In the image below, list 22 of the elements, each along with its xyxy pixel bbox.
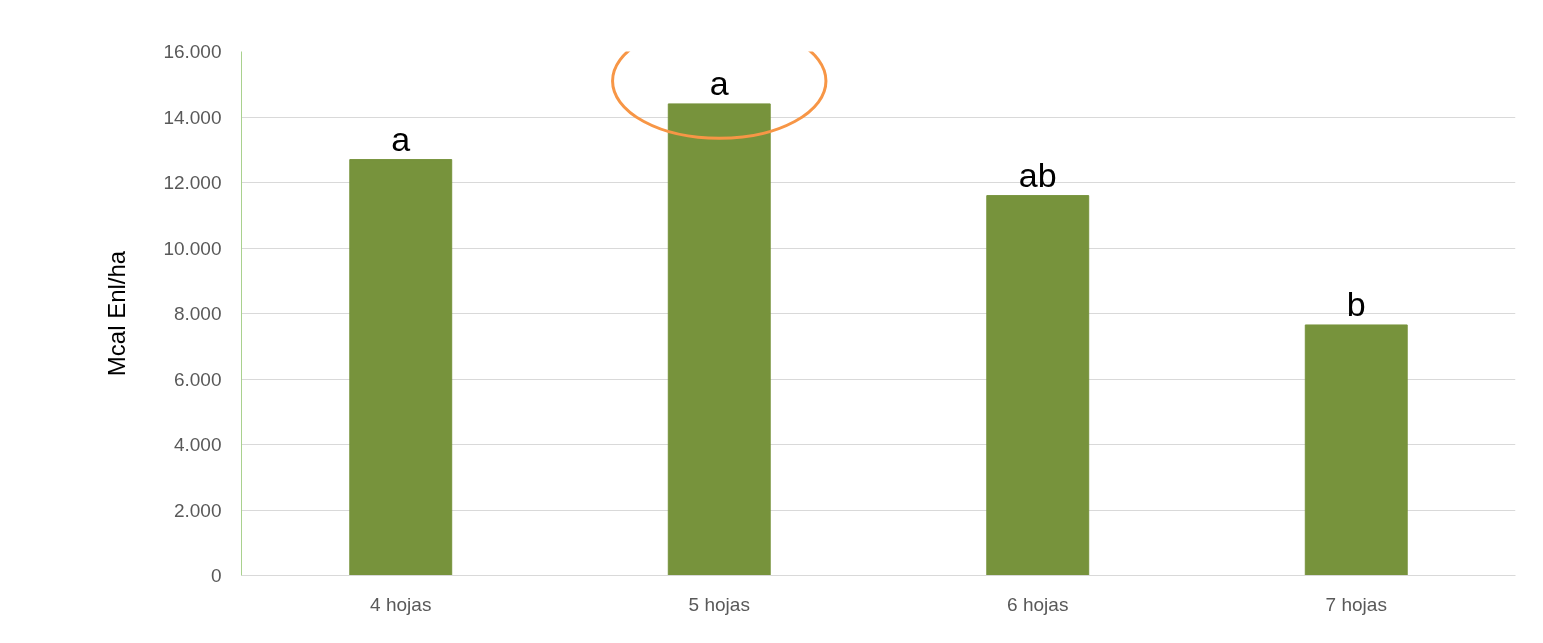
y-tick-label: 4.000: [173, 434, 222, 455]
x-tick-label: 4 hojas: [370, 593, 432, 615]
y-tick-label: 2.000: [173, 499, 222, 521]
y-tick-label: 10.000: [163, 237, 222, 259]
bar: [349, 159, 453, 576]
x-tick-label: 7 hojas: [1325, 593, 1387, 615]
annotation: b: [1346, 284, 1366, 323]
annotation: ab: [1018, 155, 1057, 194]
y-tick-label: 14.000: [163, 106, 222, 128]
bar: [986, 195, 1090, 576]
annotation: a: [709, 63, 729, 102]
y-tick-label: 0: [210, 565, 222, 586]
y-tick-label: 16.000: [163, 41, 222, 62]
bar: [667, 103, 771, 576]
x-tick-label: 5 hojas: [688, 593, 750, 615]
annotation: a: [391, 119, 411, 158]
y-axis-title: Mcal Enl/ha: [103, 250, 131, 377]
x-tick-label: 6 hojas: [1007, 593, 1069, 615]
y-tick-label: 8.000: [173, 303, 222, 324]
y-tick-label: 6.000: [173, 368, 222, 390]
bar: [1304, 324, 1408, 576]
y-tick-label: 12.000: [163, 172, 222, 193]
